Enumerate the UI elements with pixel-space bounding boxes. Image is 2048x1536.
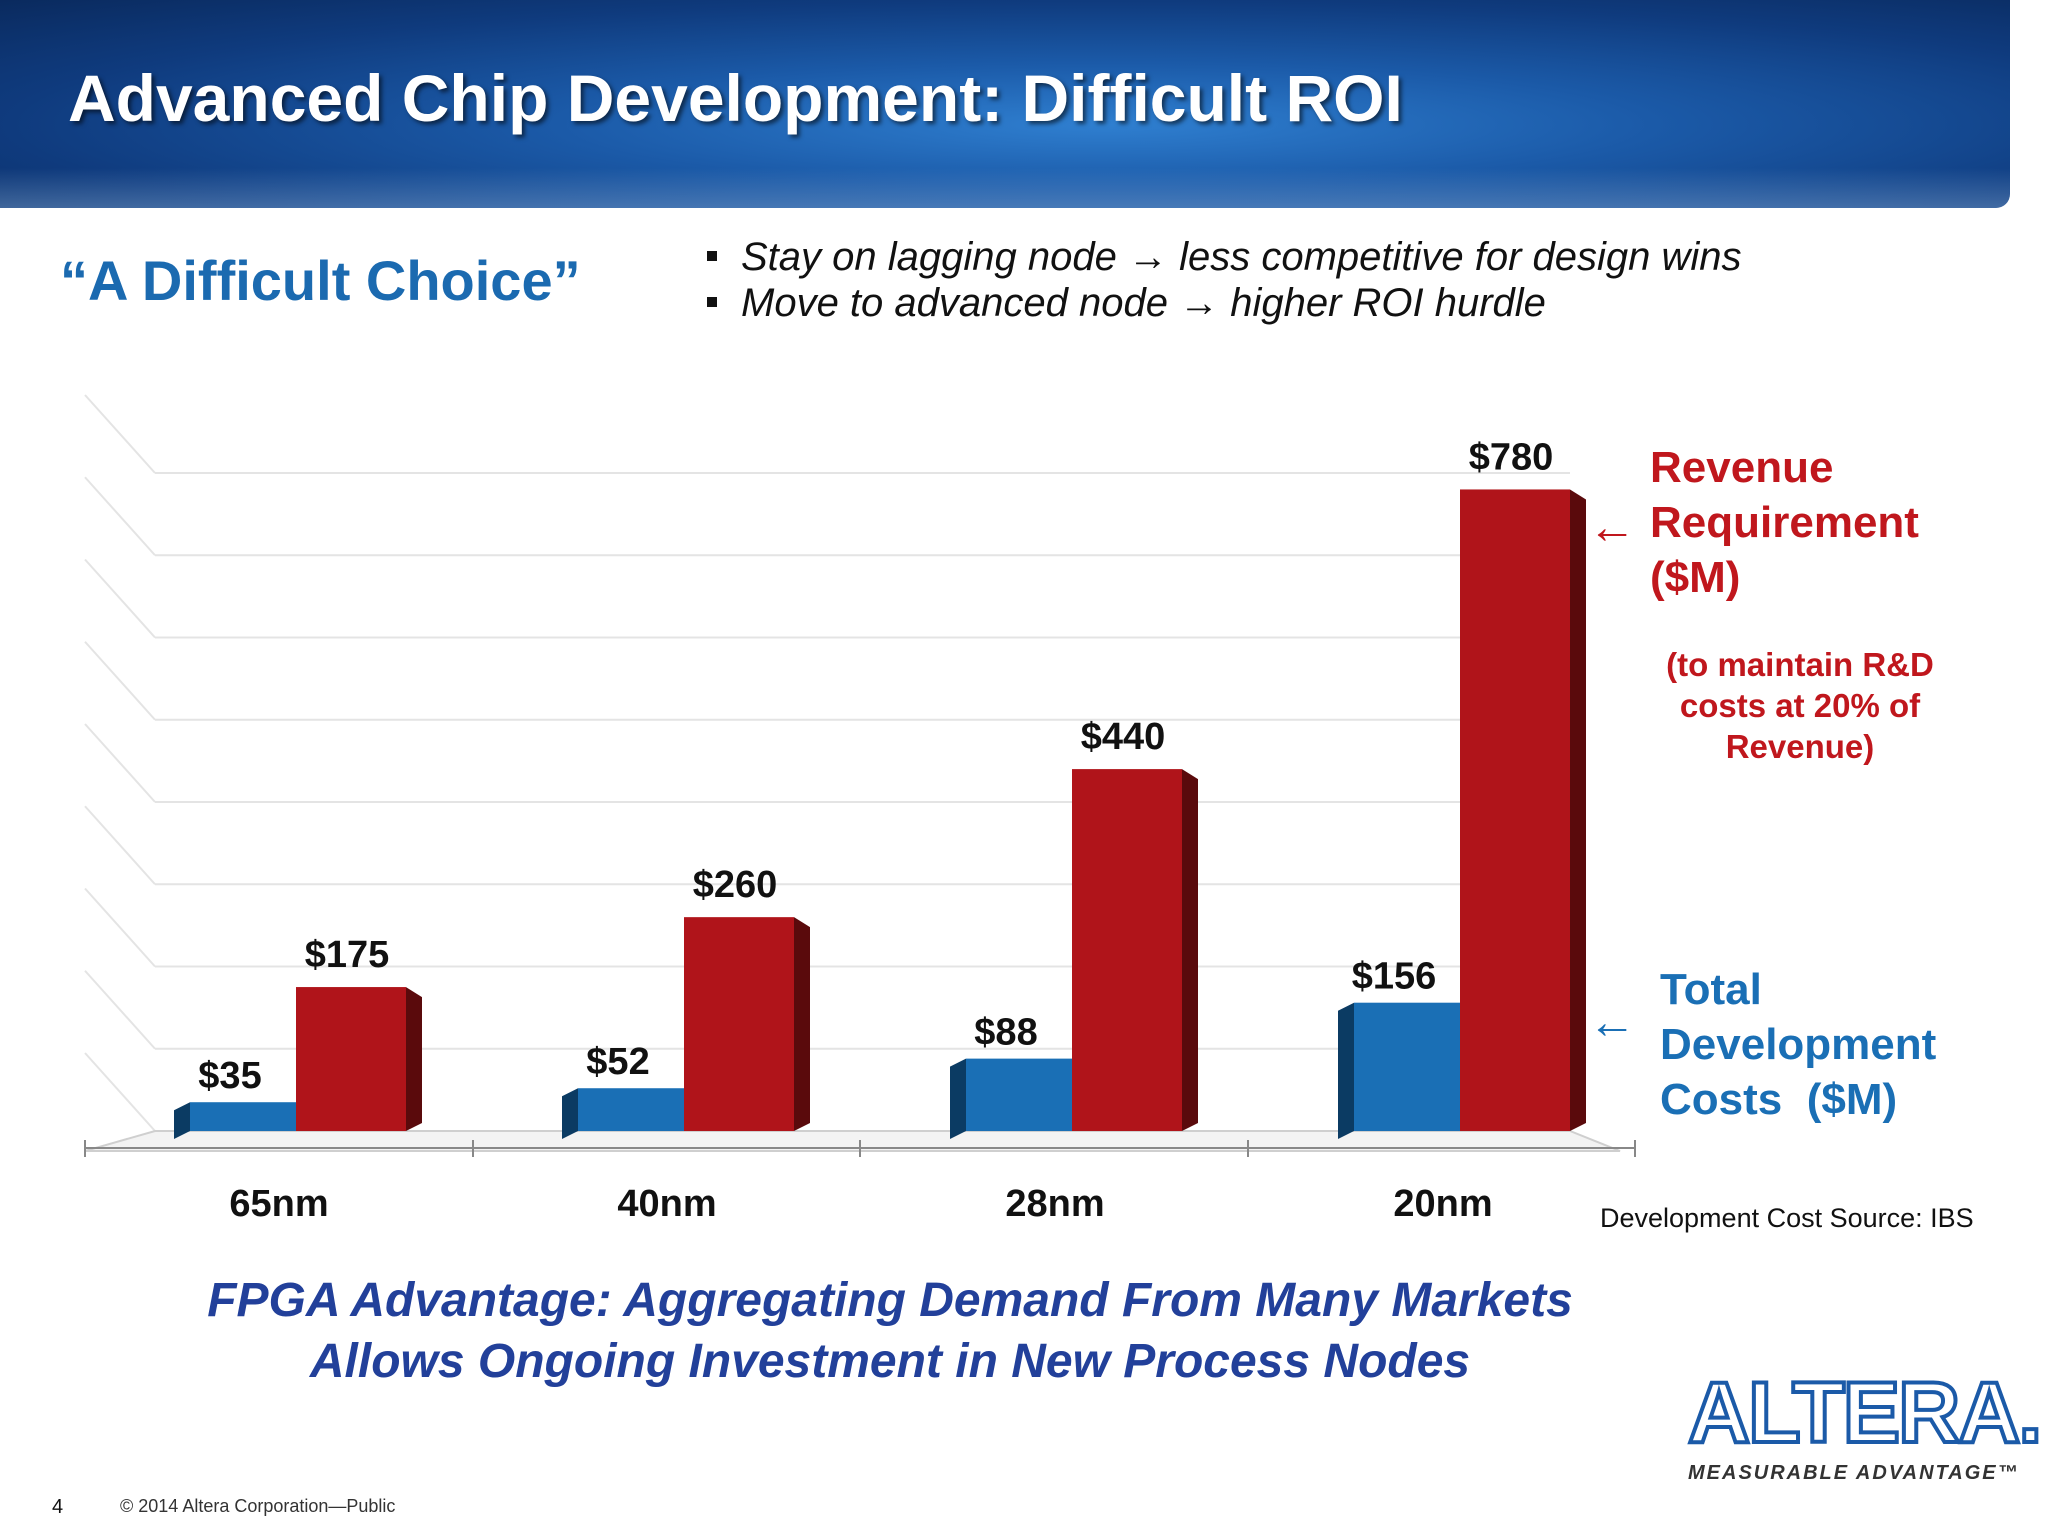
revenue-value-label: $260 [693,864,778,906]
bullet-item: Move to advanced node → higher ROI hurdl… [705,280,1742,326]
category-tick-label: 65nm [229,1183,328,1225]
bullet-list: Stay on lagging node → less competitive … [705,234,1742,326]
quote-heading: “A Difficult Choice” [60,249,581,312]
grid-line [84,887,156,968]
logo-wordmark: ALTERA. [1686,1365,2044,1461]
dev-legend-line: Total [1660,965,1762,1014]
altera-logo: ALTERA. MEASURABLE ADVANTAGE™ [1686,1365,2044,1485]
bullet-item: Stay on lagging node → less competitive … [705,234,1742,280]
revenue-value-label: $440 [1081,716,1166,758]
category-tick-label: 28nm [1005,1183,1104,1225]
dev-cost-bar [1354,1002,1464,1131]
revenue-bar-side [1182,769,1198,1131]
revenue-bar [296,987,406,1131]
dev-cost-bar-side [1338,1002,1354,1139]
revenue-value-label: $780 [1469,436,1554,478]
grid-line [84,970,156,1050]
revenue-bar [1460,489,1570,1131]
tagline-line: FPGA Advantage: Aggregating Demand From … [207,1274,1573,1327]
grid-line [84,641,156,721]
dev-cost-value-label: $156 [1352,956,1437,998]
revenue-legend-line: ($M) [1650,553,1741,602]
dev-legend-line: Costs ($M) [1660,1075,1898,1124]
grid-line [84,805,156,885]
revenue-legend: Revenue Requirement ($M) [1650,440,1919,605]
copyright: © 2014 Altera Corporation—Public [120,1496,396,1516]
dev-cost-legend: Total Development Costs ($M) [1660,962,1936,1127]
grid-line [84,558,156,639]
revenue-bar-side [1570,489,1586,1131]
revenue-bar [1072,769,1182,1131]
dev-cost-value-label: $35 [198,1055,261,1097]
revenue-arrow-icon: ← [1588,501,1636,554]
grid-line [84,394,156,474]
revenue-note: (to maintain R&D costs at 20% of Revenue… [1666,646,1934,765]
dev-arrow-icon: ← [1588,996,1636,1049]
logo-tagline: MEASURABLE ADVANTAGE™ [1688,1462,2020,1484]
dev-cost-bar [578,1088,688,1131]
dev-cost-bar [190,1102,300,1131]
revenue-bar [684,917,794,1131]
tagline: FPGA Advantage: Aggregating Demand From … [0,1270,1780,1392]
revenue-value-label: $175 [305,934,390,976]
dev-cost-bar-side [562,1088,578,1139]
dev-cost-value-label: $88 [974,1012,1037,1054]
revenue-bar-side [794,917,810,1131]
slide-title: Advanced Chip Development: Difficult ROI [68,61,1403,135]
grid-line [84,723,156,803]
dev-cost-bar-side [174,1102,190,1139]
grid-line [84,1052,156,1132]
grid-line [84,476,156,556]
revenue-legend-line: Requirement [1650,498,1919,547]
revenue-bar-side [406,987,422,1131]
revenue-legend-line: Revenue [1650,443,1834,492]
title-banner: Advanced Chip Development: Difficult ROI [0,0,2010,208]
tagline-line: Allows Ongoing Investment in New Process… [309,1335,1471,1388]
dev-cost-bar [966,1058,1076,1131]
dev-cost-bar-side [950,1058,966,1139]
source-note: Development Cost Source: IBS [1600,1203,1974,1233]
dev-cost-value-label: $52 [586,1041,649,1083]
category-tick-label: 20nm [1393,1183,1492,1225]
dev-legend-line: Development [1660,1020,1937,1069]
category-tick-label: 40nm [617,1183,716,1225]
page-number: 4 [52,1496,64,1518]
